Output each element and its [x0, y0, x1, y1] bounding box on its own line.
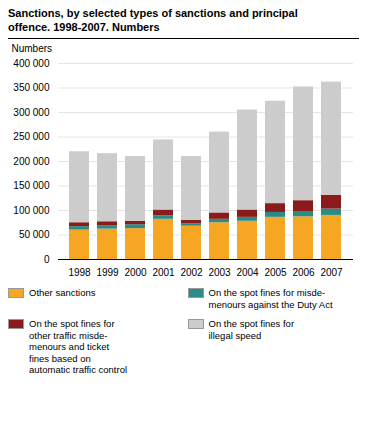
html-text:Other sanctions: Other sanctions [29, 287, 96, 298]
svg-text:200 000: 200 000 [13, 156, 50, 167]
svg-text:150 000: 150 000 [13, 180, 50, 191]
svg-text:2001: 2001 [152, 267, 175, 278]
svg-text:2006: 2006 [292, 267, 315, 278]
svg-text:50 000: 50 000 [19, 229, 50, 240]
html-text:On the spot fines for illegal: On the spot fines for illegal speed [208, 318, 294, 341]
svg-text:400 000: 400 000 [13, 58, 50, 69]
html-text:On the spot fines for misde- m: On the spot fines for misde- menours aga… [208, 287, 333, 310]
svg-text:0: 0 [44, 254, 50, 265]
svg-text:2005: 2005 [264, 267, 287, 278]
svg-text:1998: 1998 [68, 267, 91, 278]
svg-text:300 000: 300 000 [13, 107, 50, 118]
html-text:Sanctions, by selected types o: Sanctions, by selected types of sanction… [8, 7, 298, 33]
svg-text:2000: 2000 [124, 267, 147, 278]
html-text:On the spot fines for other tr: On the spot fines for other traffic misd… [29, 318, 127, 375]
svg-text:1999: 1999 [96, 267, 119, 278]
svg-text:2004: 2004 [236, 267, 259, 278]
svg-text:250 000: 250 000 [13, 131, 50, 142]
svg-text:2007: 2007 [320, 267, 343, 278]
svg-text:2002: 2002 [180, 267, 203, 278]
svg-text:2003: 2003 [208, 267, 231, 278]
svg-text:Numbers: Numbers [12, 43, 53, 54]
svg-text:100 000: 100 000 [13, 205, 50, 216]
svg-text:350 000: 350 000 [13, 82, 50, 93]
